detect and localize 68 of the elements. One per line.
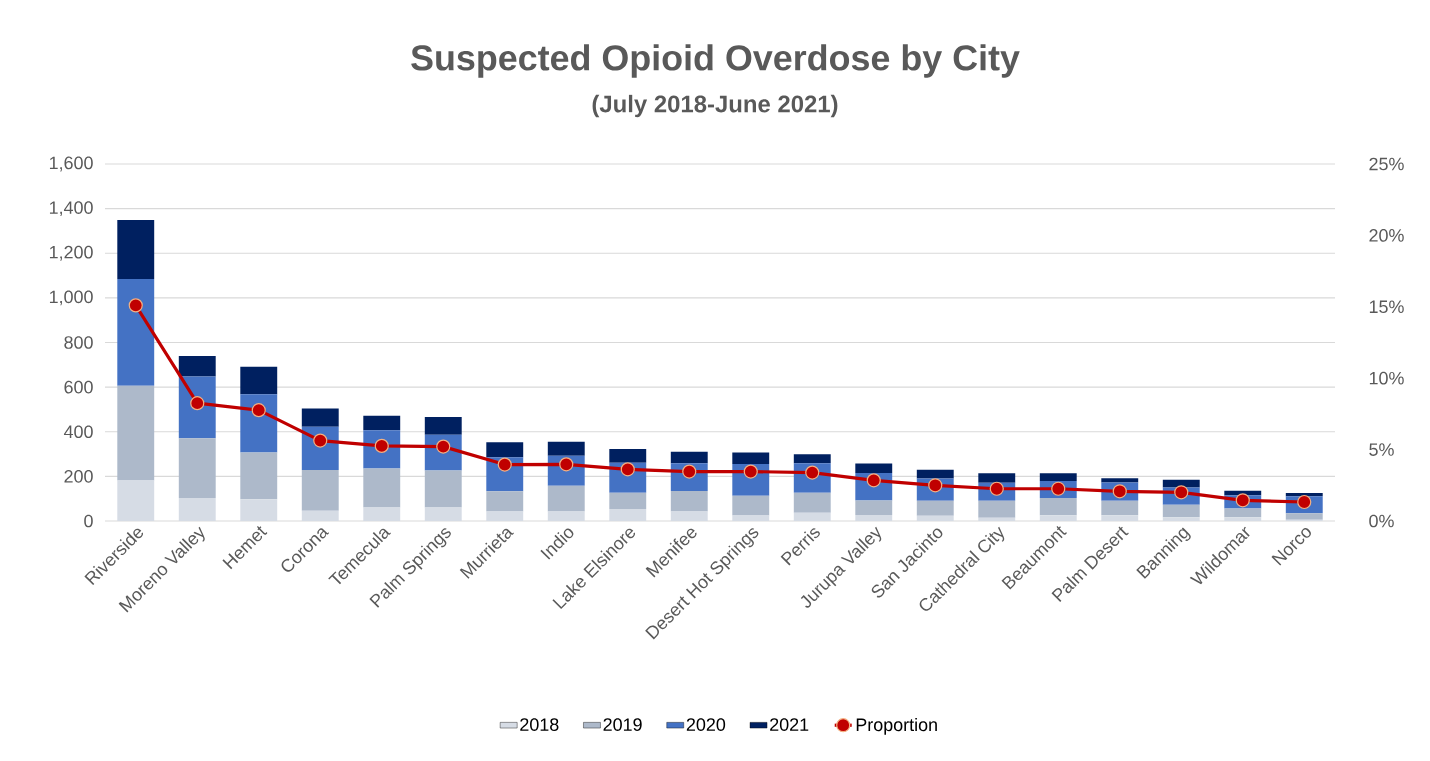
point bbox=[190, 396, 205, 411]
bar bbox=[1039, 498, 1077, 516]
bar bbox=[117, 278, 155, 386]
bar bbox=[916, 500, 954, 516]
bar bbox=[240, 366, 278, 395]
y2-tick-label: 25% bbox=[1369, 157, 1404, 171]
bar bbox=[855, 500, 893, 515]
bar bbox=[1101, 478, 1139, 483]
bar bbox=[178, 438, 216, 499]
bar bbox=[117, 385, 155, 481]
chart-title: Suspected Opioid Overdose by City bbox=[411, 44, 1020, 78]
point bbox=[743, 464, 758, 479]
point bbox=[1235, 493, 1250, 508]
y-tick-label: 800 bbox=[64, 336, 93, 349]
bar bbox=[547, 441, 585, 456]
bar bbox=[363, 415, 401, 431]
bar bbox=[1162, 479, 1200, 488]
bar bbox=[732, 452, 770, 465]
bar bbox=[424, 417, 462, 435]
y2-tick-label: 10% bbox=[1369, 371, 1404, 385]
legend-label: Proportion bbox=[856, 717, 937, 735]
y2-tick-label: 15% bbox=[1369, 300, 1404, 314]
y-tick-label: 1,400 bbox=[49, 201, 93, 217]
bar bbox=[486, 491, 524, 512]
bar bbox=[424, 470, 462, 508]
bar bbox=[609, 448, 647, 463]
bar bbox=[1162, 504, 1200, 518]
point bbox=[497, 457, 512, 472]
y2-tick-label: 20% bbox=[1369, 229, 1404, 242]
bar bbox=[301, 469, 339, 511]
legend-label: 2020 bbox=[686, 718, 726, 731]
bar bbox=[978, 500, 1016, 518]
bar bbox=[978, 473, 1016, 483]
y-tick-label: 200 bbox=[64, 470, 93, 483]
bar bbox=[1039, 473, 1077, 482]
bar bbox=[793, 454, 831, 464]
point bbox=[251, 403, 266, 418]
y2-tick-label: 0% bbox=[1369, 514, 1394, 528]
bar bbox=[547, 485, 585, 512]
bar bbox=[1285, 513, 1323, 520]
point bbox=[128, 298, 143, 313]
legend-label: 2021 bbox=[770, 718, 809, 731]
y-tick-label: 1,200 bbox=[49, 245, 93, 261]
y-tick-label: 1,600 bbox=[49, 156, 93, 172]
point bbox=[620, 462, 635, 477]
bar bbox=[609, 492, 647, 509]
bar bbox=[1101, 500, 1139, 516]
bar bbox=[670, 491, 708, 512]
bar bbox=[363, 468, 401, 508]
bar bbox=[178, 356, 216, 377]
bar bbox=[670, 451, 708, 464]
bar bbox=[793, 492, 831, 513]
bar bbox=[117, 220, 155, 279]
y-tick-label: 0 bbox=[84, 514, 93, 528]
bar bbox=[855, 463, 893, 474]
bar bbox=[916, 469, 954, 479]
bar bbox=[486, 442, 524, 458]
bar bbox=[1224, 508, 1262, 518]
legend-label: 2018 bbox=[520, 718, 559, 731]
y-tick-label: 400 bbox=[63, 425, 93, 439]
chart-subtitle: (July 2018-June 2021) bbox=[592, 94, 838, 118]
bar bbox=[732, 495, 770, 516]
legend-label: 2019 bbox=[603, 718, 642, 731]
bar bbox=[301, 408, 339, 427]
y2-tick-label: 5% bbox=[1369, 443, 1394, 456]
y-tick-label: 600 bbox=[64, 380, 93, 394]
bar bbox=[240, 452, 278, 500]
y-tick-label: 1,000 bbox=[49, 290, 93, 306]
